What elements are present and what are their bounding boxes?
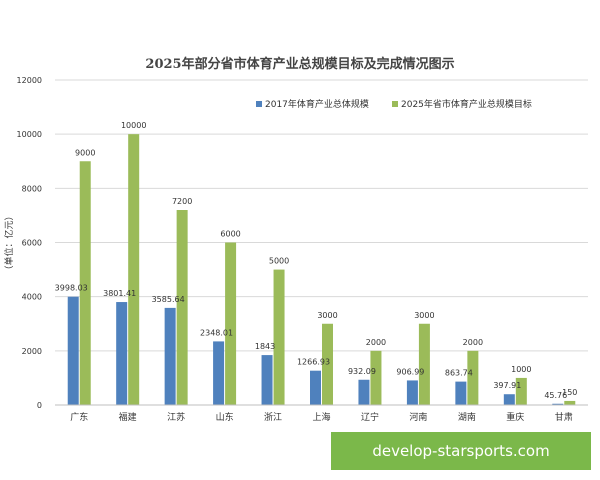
data-label-2025-7: 3000 [414, 311, 434, 320]
y-axis-label: （单位：亿元） [3, 211, 15, 274]
x-category-label: 浙江 [264, 411, 282, 423]
bar-2025-2 [176, 210, 188, 405]
legend-swatch-2025 [392, 101, 398, 107]
data-label-2017-1: 3801.41 [103, 289, 136, 298]
gridlines [55, 79, 588, 352]
bar-2017-10 [552, 403, 564, 405]
data-label-2017-5: 1266.93 [297, 358, 330, 367]
bar-2025-8 [467, 350, 479, 405]
x-category-label: 辽宁 [361, 411, 379, 423]
y-tick-label: 0 [37, 401, 42, 410]
y-tick-label: 2000 [22, 347, 42, 356]
data-label-2025-4: 5000 [269, 257, 289, 266]
y-tick-label: 10000 [17, 130, 42, 139]
bar-2025-3 [225, 242, 237, 405]
data-label-2025-2: 7200 [172, 197, 192, 206]
x-category-label: 福建 [119, 411, 137, 423]
data-label-2017-7: 906.99 [396, 367, 424, 376]
x-category-label: 广东 [70, 411, 88, 423]
bar-2017-7 [406, 380, 418, 405]
legend-swatch-2017 [256, 101, 262, 107]
x-category-label: 上海 [312, 411, 330, 423]
bar-2017-8 [455, 381, 467, 405]
data-label-2017-0: 3998.03 [55, 284, 88, 293]
bar-2017-3 [213, 341, 225, 405]
y-tick-label: 12000 [17, 76, 42, 85]
data-label-2017-3: 2348.01 [200, 328, 233, 337]
data-label-2017-9: 397.91 [493, 381, 521, 390]
data-label-2025-3: 6000 [220, 230, 240, 239]
bar-2017-4 [261, 355, 273, 405]
y-axis-ticks: 0 2000 4000 6000 8000 10000 12000 [17, 76, 42, 410]
watermark-banner: develop-starsports.com [331, 432, 591, 470]
x-category-label: 山东 [216, 411, 234, 423]
data-label-2025-10: 150 [562, 388, 577, 397]
y-tick-label: 8000 [22, 184, 42, 193]
data-labels: 3998.03 9000 3801.41 10000 3585.64 7200 2348.0… [55, 121, 578, 400]
data-label-2025-8: 2000 [463, 338, 483, 347]
bar-2017-1 [116, 302, 128, 405]
data-label-2017-2: 3585.64 [152, 295, 185, 304]
legend-label-2025: 2025年省市体育产业总规模目标 [401, 98, 532, 110]
x-category-label: 重庆 [506, 411, 524, 423]
bar-2017-5 [310, 370, 321, 405]
bar-2025-7 [418, 323, 430, 405]
x-category-label: 甘肃 [555, 411, 573, 423]
chart-title: 2025年部分省市体育产业总规模目标及完成情况图示 [145, 56, 454, 72]
bar-2025-1 [128, 134, 140, 405]
bar-2017-6 [358, 379, 370, 405]
data-label-2025-6: 2000 [366, 338, 386, 347]
data-label-2025-9: 1000 [511, 365, 531, 374]
x-category-label: 湖南 [458, 411, 476, 423]
bar-2025-4 [273, 269, 285, 405]
data-label-2017-4: 1843 [255, 342, 275, 351]
data-label-2025-1: 10000 [121, 121, 146, 130]
y-tick-label: 6000 [22, 239, 42, 248]
bar-2025-0 [79, 161, 91, 405]
x-category-label: 江苏 [167, 411, 185, 423]
watermark-text: develop-starsports.com [372, 442, 550, 460]
legend-label-2017: 2017年体育产业总体规模 [265, 98, 369, 110]
y-tick-label: 4000 [22, 293, 42, 302]
bar-marks [67, 134, 576, 405]
data-label-2025-5: 3000 [317, 311, 337, 320]
bar-2025-5 [322, 323, 333, 405]
legend: 2017年体育产业总体规模 2025年省市体育产业总规模目标 [256, 98, 532, 110]
data-label-2017-10: 45.76 [544, 391, 567, 400]
bar-2025-10 [564, 400, 576, 405]
data-label-2025-0: 9000 [75, 148, 95, 157]
bar-2025-6 [370, 350, 382, 405]
data-label-2017-8: 863.74 [445, 369, 473, 378]
bar-2017-2 [164, 307, 176, 405]
x-axis-categories: 广东 福建 江苏 山东 浙江 上海 辽宁 河南 湖南 重庆 甘肃 [70, 411, 573, 423]
bar-2017-9 [503, 394, 515, 405]
data-label-2017-6: 932.09 [348, 367, 376, 376]
bar-2025-9 [515, 377, 527, 405]
bar-2017-0 [67, 296, 79, 405]
x-category-label: 河南 [409, 411, 427, 423]
